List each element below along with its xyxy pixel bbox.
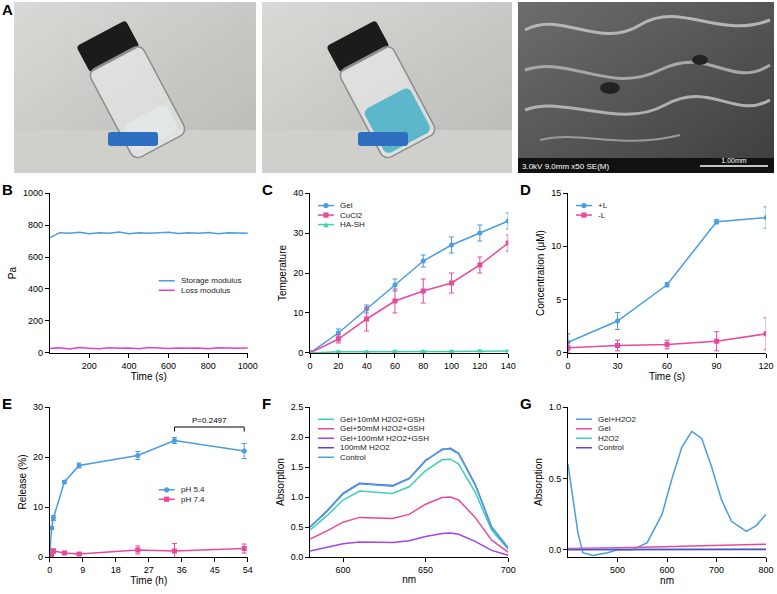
svg-text:60: 60 bbox=[662, 361, 672, 371]
svg-text:36: 36 bbox=[177, 565, 187, 575]
svg-text:200: 200 bbox=[28, 316, 43, 326]
svg-text:10: 10 bbox=[293, 308, 303, 318]
svg-text:A: A bbox=[2, 1, 13, 18]
svg-text:nm: nm bbox=[402, 574, 416, 585]
svg-text:B: B bbox=[2, 181, 13, 198]
svg-text:100mM H2O2: 100mM H2O2 bbox=[340, 443, 390, 452]
svg-text:1.0: 1.0 bbox=[549, 402, 562, 412]
svg-text:20: 20 bbox=[33, 452, 43, 462]
svg-text:0: 0 bbox=[565, 361, 570, 371]
svg-text:200: 200 bbox=[82, 361, 97, 371]
svg-text:Gel+10mM H2O2+GSH: Gel+10mM H2O2+GSH bbox=[340, 415, 425, 424]
svg-text:pH 7.4: pH 7.4 bbox=[181, 495, 205, 504]
svg-text:0: 0 bbox=[38, 348, 43, 358]
svg-text:600: 600 bbox=[161, 361, 176, 371]
svg-text:Pa: Pa bbox=[7, 266, 18, 279]
svg-text:1000: 1000 bbox=[23, 188, 43, 198]
svg-text:Gel: Gel bbox=[598, 424, 611, 433]
svg-text:0.5: 0.5 bbox=[549, 474, 562, 484]
svg-text:Control: Control bbox=[340, 453, 366, 462]
svg-text:2.5: 2.5 bbox=[291, 402, 304, 412]
svg-text:2.0: 2.0 bbox=[291, 432, 304, 442]
svg-text:F: F bbox=[262, 395, 271, 412]
svg-text:700: 700 bbox=[501, 565, 516, 575]
svg-text:Time (s): Time (s) bbox=[649, 371, 685, 382]
svg-text:120: 120 bbox=[472, 361, 487, 371]
svg-text:0: 0 bbox=[47, 565, 52, 575]
svg-text:5: 5 bbox=[556, 295, 561, 305]
svg-text:-L: -L bbox=[598, 211, 606, 220]
svg-text:80: 80 bbox=[418, 361, 428, 371]
svg-text:400: 400 bbox=[121, 361, 136, 371]
svg-text:30: 30 bbox=[293, 228, 303, 238]
svg-text:54: 54 bbox=[243, 565, 253, 575]
svg-text:0.0: 0.0 bbox=[291, 552, 304, 562]
svg-text:90: 90 bbox=[712, 361, 722, 371]
svg-text:pH 5.4: pH 5.4 bbox=[181, 485, 205, 494]
svg-text:G: G bbox=[520, 395, 532, 412]
svg-text:Concentration (μM): Concentration (μM) bbox=[535, 230, 546, 316]
svg-text:nm: nm bbox=[660, 575, 674, 586]
svg-text:Time (h): Time (h) bbox=[130, 575, 167, 586]
svg-text:0: 0 bbox=[556, 348, 561, 358]
svg-text:100: 100 bbox=[444, 361, 459, 371]
svg-text:Storage modulus: Storage modulus bbox=[181, 276, 241, 285]
svg-text:Absorption: Absorption bbox=[533, 458, 544, 506]
svg-text:Release (%): Release (%) bbox=[17, 454, 28, 509]
svg-text:0.0: 0.0 bbox=[549, 545, 562, 555]
svg-text:27: 27 bbox=[144, 565, 154, 575]
svg-text:650: 650 bbox=[418, 565, 433, 575]
svg-text:9: 9 bbox=[80, 565, 85, 575]
svg-text:1.5: 1.5 bbox=[291, 462, 304, 472]
svg-text:0: 0 bbox=[298, 348, 303, 358]
svg-text:600: 600 bbox=[336, 565, 351, 575]
svg-text:20: 20 bbox=[293, 268, 303, 278]
svg-text:0: 0 bbox=[38, 552, 43, 562]
svg-text:600: 600 bbox=[28, 252, 43, 262]
svg-text:800: 800 bbox=[201, 361, 216, 371]
svg-text:15: 15 bbox=[551, 188, 561, 198]
svg-text:140: 140 bbox=[501, 361, 516, 371]
svg-text:3.0kV 9.0mm x50 SE(M): 3.0kV 9.0mm x50 SE(M) bbox=[522, 162, 609, 171]
svg-text:E: E bbox=[2, 395, 12, 412]
svg-text:30: 30 bbox=[613, 361, 623, 371]
svg-text:10: 10 bbox=[551, 241, 561, 251]
svg-text:800: 800 bbox=[28, 220, 43, 230]
svg-text:Absorption: Absorption bbox=[275, 458, 286, 506]
svg-text:P=0.2497: P=0.2497 bbox=[192, 416, 227, 425]
svg-text:Loss modulus: Loss modulus bbox=[181, 286, 230, 295]
svg-text:Temperature: Temperature bbox=[277, 244, 288, 301]
svg-text:CuCl2: CuCl2 bbox=[340, 211, 363, 220]
svg-text:40: 40 bbox=[362, 361, 372, 371]
svg-text:1000: 1000 bbox=[238, 361, 258, 371]
svg-text:60: 60 bbox=[390, 361, 400, 371]
svg-text:0: 0 bbox=[308, 361, 313, 371]
svg-text:600: 600 bbox=[660, 565, 675, 575]
svg-text:+L: +L bbox=[598, 201, 608, 210]
svg-text:Gel+50mM H2O2+GSH: Gel+50mM H2O2+GSH bbox=[340, 424, 425, 433]
svg-text:500: 500 bbox=[610, 565, 625, 575]
svg-text:40: 40 bbox=[293, 188, 303, 198]
svg-text:Control: Control bbox=[598, 443, 624, 452]
svg-text:Gel: Gel bbox=[340, 201, 353, 210]
svg-text:Gel+H2O2: Gel+H2O2 bbox=[598, 415, 637, 424]
svg-text:Time (s): Time (s) bbox=[131, 371, 167, 382]
svg-text:700: 700 bbox=[709, 565, 724, 575]
svg-text:D: D bbox=[520, 181, 531, 198]
svg-text:HA-SH: HA-SH bbox=[340, 220, 365, 229]
svg-text:0.5: 0.5 bbox=[291, 522, 304, 532]
svg-text:20: 20 bbox=[333, 361, 343, 371]
svg-text:18: 18 bbox=[111, 565, 121, 575]
svg-text:800: 800 bbox=[759, 565, 774, 575]
svg-text:400: 400 bbox=[28, 284, 43, 294]
svg-text:30: 30 bbox=[33, 402, 43, 412]
svg-text:1.0: 1.0 bbox=[291, 492, 304, 502]
svg-text:45: 45 bbox=[210, 565, 220, 575]
svg-text:10: 10 bbox=[33, 502, 43, 512]
svg-text:1.00mm: 1.00mm bbox=[721, 157, 746, 164]
svg-text:120: 120 bbox=[759, 361, 774, 371]
svg-text:H2O2: H2O2 bbox=[598, 434, 619, 443]
svg-text:C: C bbox=[262, 181, 273, 198]
svg-text:Gel+100mM H2O2+GSH: Gel+100mM H2O2+GSH bbox=[340, 434, 429, 443]
